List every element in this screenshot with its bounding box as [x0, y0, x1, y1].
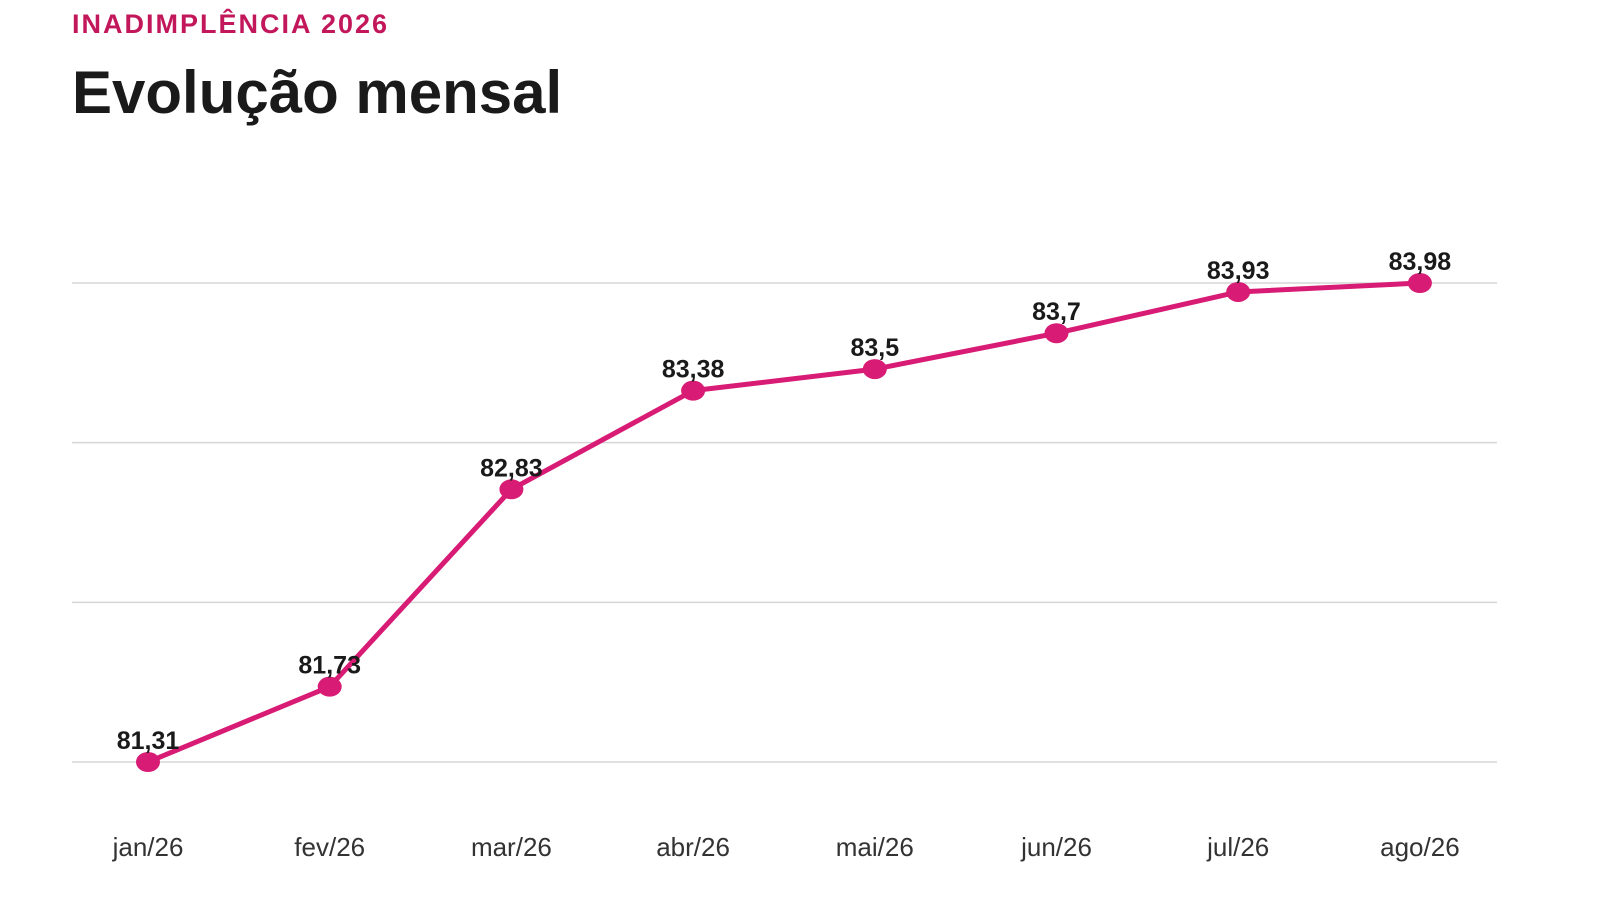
series-line [145, 280, 1423, 765]
data-point [499, 479, 524, 500]
data-label: 81,31 [117, 727, 180, 755]
x-tick-label: ago/26 [1380, 832, 1460, 862]
data-point [1044, 323, 1069, 344]
data-point [136, 752, 160, 772]
data-label: 83,38 [662, 356, 725, 384]
data-label: 83,93 [1207, 257, 1270, 285]
data-point [1407, 273, 1432, 293]
data-label: 83,98 [1389, 248, 1452, 276]
x-axis-ticks: jan/26 fev/26 mar/26 abr/26 mai/26 jun/26 jul/… [112, 832, 1460, 862]
data-points [136, 273, 1432, 772]
data-label: 83,7 [1032, 298, 1081, 326]
data-label: 82,83 [480, 454, 543, 482]
x-tick-label: jun/26 [1020, 832, 1092, 862]
x-tick-label: fev/26 [294, 832, 365, 862]
x-tick-label: mar/26 [471, 832, 552, 862]
data-label: 83,5 [850, 334, 899, 362]
data-labels: 81,31 81,73 82,83 83,38 83,5 83,7 83,93 83,98 [117, 248, 1452, 755]
series-layer [145, 280, 1423, 765]
gridlines [72, 282, 1497, 763]
chart-kicker: INADIMPLÊNCIA 2026 [72, 9, 390, 39]
data-label: 81,73 [298, 652, 361, 680]
data-point [862, 359, 887, 380]
x-tick-label: abr/26 [656, 832, 730, 862]
x-tick-label: jan/26 [112, 832, 184, 862]
data-point [681, 380, 706, 401]
x-tick-label: mai/26 [836, 832, 914, 862]
data-point [1226, 281, 1251, 302]
data-point [317, 676, 342, 697]
x-tick-label: jul/26 [1206, 832, 1269, 862]
chart-title: Evolução mensal [72, 59, 563, 126]
